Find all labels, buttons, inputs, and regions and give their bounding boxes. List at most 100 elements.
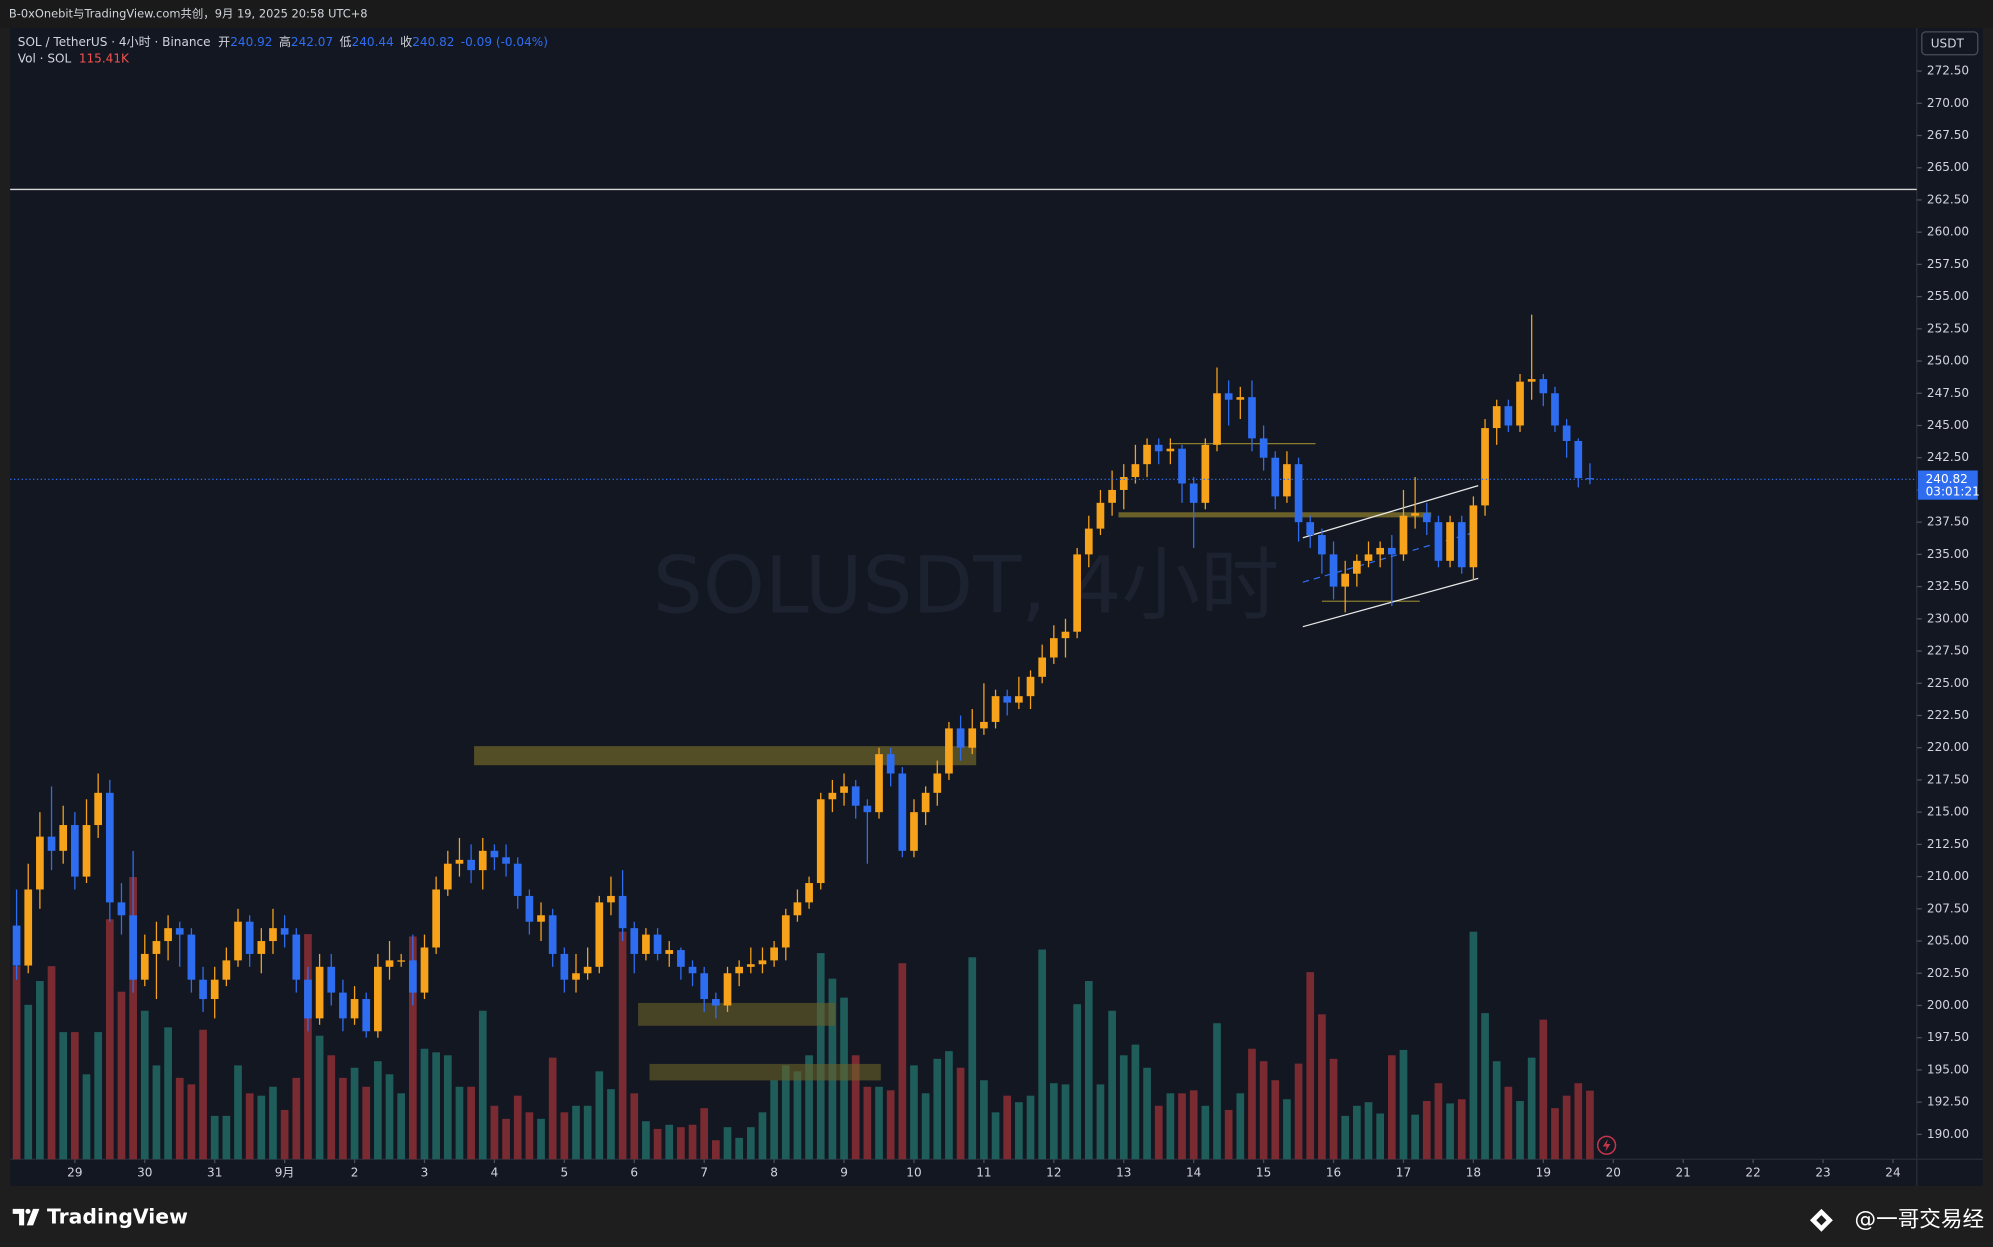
footer	[0, 1185, 1993, 1247]
volume-bar	[1411, 1114, 1419, 1160]
volume-bar	[152, 1065, 161, 1160]
x-tick-label: 16	[1326, 1166, 1341, 1180]
volume-bar	[1236, 1093, 1245, 1160]
volume-bar	[374, 1061, 382, 1160]
volume-bar	[210, 1115, 219, 1160]
volume-bar	[793, 1071, 802, 1160]
candle-body	[1527, 379, 1536, 382]
volume-bar	[1049, 1083, 1058, 1160]
candle-body	[257, 941, 266, 954]
zone	[638, 1002, 836, 1026]
volume-bar	[1061, 1084, 1070, 1160]
volume-bar	[12, 966, 21, 1160]
x-tick-label: 13	[1116, 1166, 1131, 1180]
volume-bar	[304, 934, 312, 1160]
candle-body	[840, 786, 848, 793]
candle-body	[1248, 397, 1256, 439]
volume-bar	[548, 1057, 557, 1160]
volume-bar	[1189, 1090, 1198, 1160]
volume-bar	[432, 1052, 440, 1160]
candle-body	[513, 863, 522, 896]
alert-icon[interactable]	[1596, 1135, 1617, 1155]
volume-bar	[735, 1137, 744, 1160]
volume-bar	[339, 1077, 347, 1160]
x-tick-label: 8	[770, 1166, 778, 1180]
candle-body	[1201, 444, 1210, 503]
volume-bar	[665, 1124, 674, 1160]
candle-body	[1318, 535, 1326, 555]
candle-body	[933, 773, 942, 793]
volume-bar	[1224, 1109, 1233, 1160]
candle-body	[688, 966, 697, 974]
volume-bar	[886, 1090, 895, 1160]
brand[interactable]: TradingView	[47, 1205, 188, 1229]
candle-body	[1049, 638, 1058, 658]
x-tick-label: 11	[976, 1166, 991, 1180]
candle-body	[1294, 464, 1303, 523]
candle-body	[315, 966, 324, 1019]
volume-bar	[1504, 1086, 1513, 1160]
y-tick-label: 225.00	[1927, 676, 1969, 690]
volume-bar	[140, 1010, 149, 1160]
candle-body	[1003, 696, 1012, 703]
volume-bar	[1073, 1004, 1081, 1160]
candle-body	[1469, 505, 1478, 568]
credit-icon	[1809, 1208, 1833, 1232]
volume-bar	[1015, 1102, 1023, 1160]
candle-body	[607, 895, 615, 903]
credit: @一哥交易经	[1855, 1207, 1985, 1232]
volume-title: Vol · SOL	[18, 51, 72, 65]
volume-bar	[24, 1004, 33, 1160]
candle-body	[71, 825, 79, 877]
y-tick-label: 272.50	[1927, 64, 1969, 78]
volume-bar	[723, 1127, 732, 1160]
volume-bar	[1446, 1103, 1454, 1160]
candle-body	[152, 941, 161, 954]
candle-body	[816, 799, 825, 884]
channel-line	[1302, 484, 1479, 539]
candle-body	[374, 966, 382, 1032]
x-tick-label: 15	[1256, 1166, 1271, 1180]
volume-bar	[397, 1093, 406, 1160]
candle-body	[1387, 547, 1396, 555]
volume-bar	[1586, 1090, 1594, 1160]
x-tick-label: 9	[840, 1166, 848, 1180]
y-tick-label: 212.50	[1927, 837, 1969, 851]
volume-bar	[490, 1105, 499, 1160]
volume-bar	[933, 1058, 942, 1160]
x-tick-label: 29	[67, 1166, 82, 1180]
candle-body	[1353, 560, 1361, 574]
x-tick-label: 9月	[275, 1166, 295, 1180]
y-tick-label: 192.50	[1927, 1095, 1969, 1109]
candle-body	[187, 934, 196, 980]
candle-body	[292, 934, 301, 980]
volume-bar	[443, 1055, 452, 1160]
currency-box[interactable]	[1921, 31, 1979, 56]
volume-bar	[677, 1127, 685, 1160]
volume-bar	[1527, 1057, 1536, 1160]
candle-body	[280, 928, 289, 935]
y-tick-label: 250.00	[1927, 354, 1969, 368]
volume-bar	[47, 966, 56, 1160]
volume-bar	[327, 1055, 336, 1160]
candle-body	[712, 999, 720, 1006]
close-label: 收	[400, 34, 412, 48]
volume-bar	[1329, 1058, 1338, 1160]
y-tick-label: 210.00	[1927, 869, 1969, 883]
candle-body	[642, 934, 650, 954]
y-tick-label: 232.50	[1927, 579, 1969, 593]
y-tick-label: 260.00	[1927, 225, 1969, 239]
volume-bar	[1119, 1055, 1128, 1160]
currency[interactable]: USDT	[1931, 36, 1965, 50]
volume-bar	[1574, 1083, 1583, 1160]
candle-body	[1271, 457, 1280, 497]
volume-bar	[269, 1086, 277, 1160]
countdown: 03:01:21	[1926, 485, 1980, 499]
brand-logo-dot	[25, 1208, 31, 1214]
open-value: 240.92	[230, 34, 272, 48]
x-tick-label: 2	[351, 1166, 359, 1180]
volume-bar	[478, 1010, 487, 1160]
zone	[474, 746, 977, 766]
volume-bar	[910, 1065, 918, 1160]
y-tick-label: 222.50	[1927, 708, 1969, 722]
